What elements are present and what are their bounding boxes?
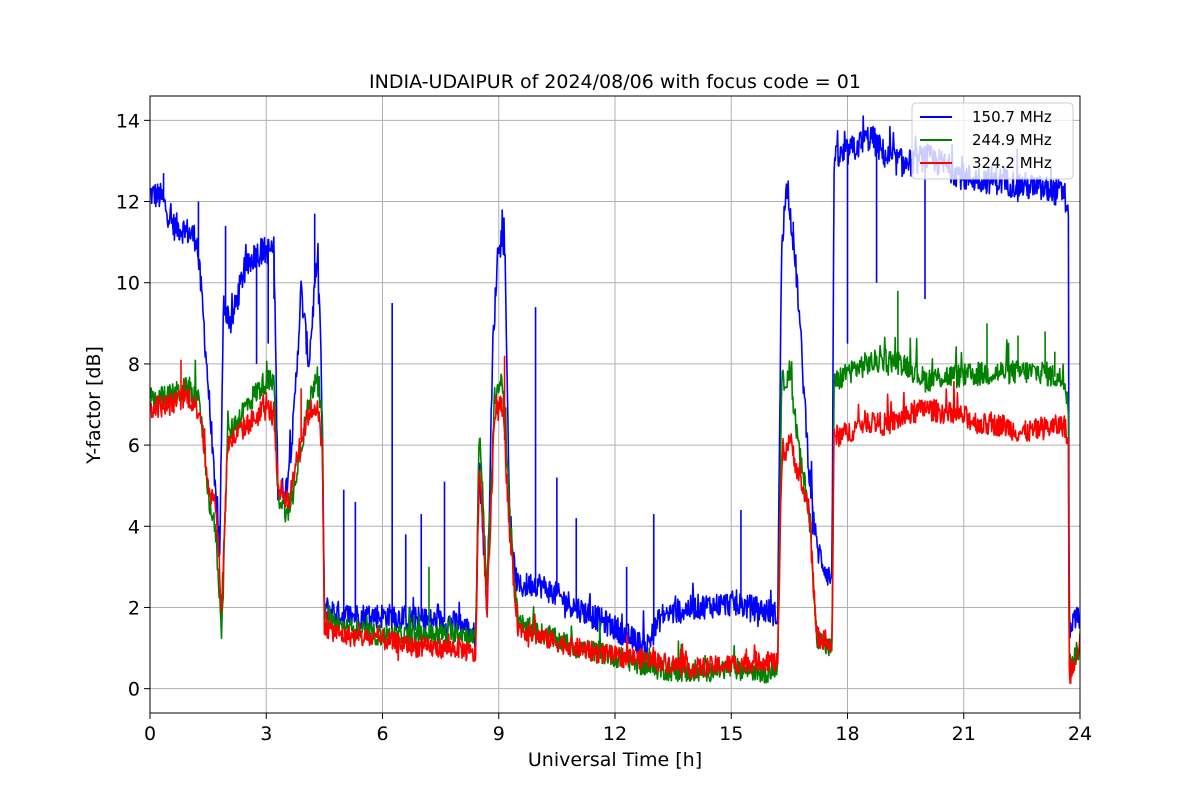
legend-box	[911, 102, 1074, 180]
x-tick-label: 0	[144, 723, 156, 745]
x-tick-label: 12	[603, 723, 627, 745]
y-tick-label: 2	[128, 597, 140, 619]
y-tick-label: 8	[128, 354, 140, 376]
x-tick-label: 21	[952, 723, 976, 745]
legend-label: 244.9 MHz	[972, 131, 1052, 149]
chart-title: INDIA-UDAIPUR of 2024/08/06 with focus c…	[369, 71, 861, 93]
y-tick-label: 10	[116, 273, 140, 295]
x-tick-label: 6	[376, 723, 388, 745]
x-tick-label: 15	[719, 723, 743, 745]
legend-label: 324.2 MHz	[972, 154, 1052, 172]
legend: 150.7 MHz 244.9 MHz 324.2 MHz	[911, 102, 1074, 180]
x-tick-label: 9	[493, 723, 505, 745]
x-axis-label: Universal Time [h]	[528, 749, 702, 771]
x-tick-label: 24	[1068, 723, 1092, 745]
y-tick-label: 6	[128, 435, 140, 457]
plot-series	[150, 115, 1080, 685]
y-tick-label: 4	[128, 516, 140, 538]
y-tick-label: 12	[116, 192, 140, 214]
y-tick-label: 0	[128, 679, 140, 701]
series-line-324-2-mhz	[150, 379, 1080, 685]
x-tick-label: 18	[835, 723, 859, 745]
y-tick-label: 14	[116, 110, 140, 132]
x-tick-label: 3	[260, 723, 272, 745]
legend-label: 150.7 MHz	[972, 108, 1052, 126]
y-axis-label: Y-factor [dB]	[83, 346, 105, 465]
